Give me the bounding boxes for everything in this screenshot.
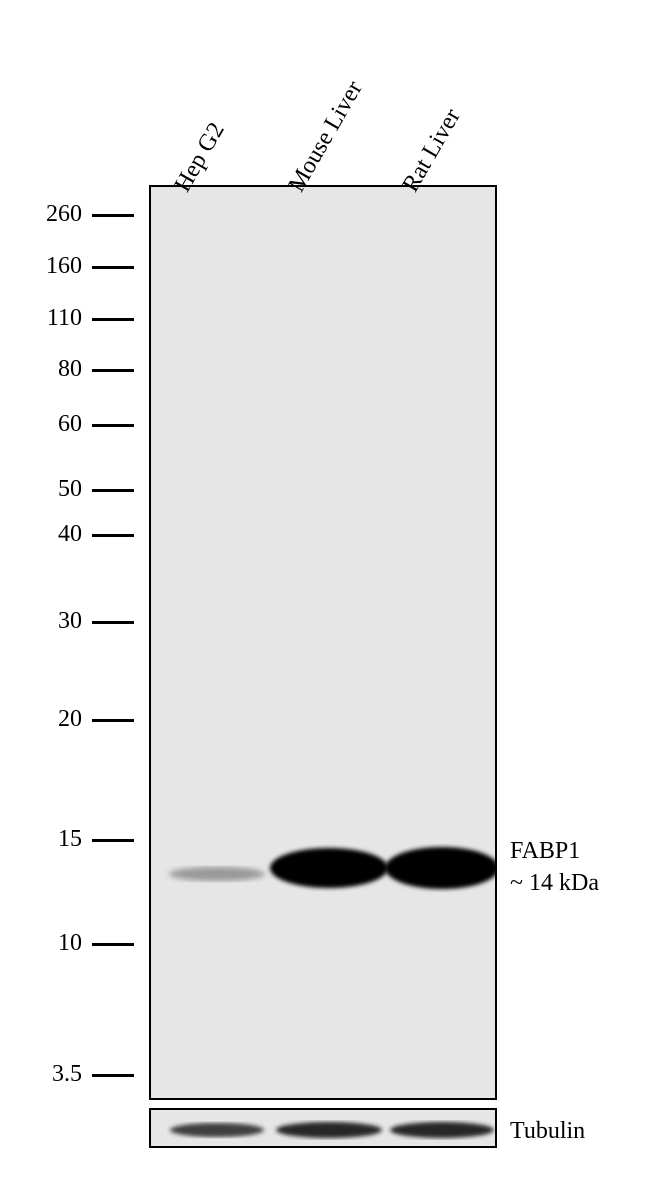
figure-canvas: Hep G2Mouse LiverRat Liver26016011080605… (0, 0, 650, 1204)
mw-marker-tick (92, 534, 134, 537)
lane-label: Rat Liver (398, 104, 467, 197)
lane-label: Mouse Liver (284, 77, 369, 197)
loading-control-blot (149, 1108, 497, 1148)
mw-marker-tick (92, 266, 134, 269)
band (166, 1119, 268, 1141)
mw-marker-tick (92, 424, 134, 427)
right-annotation-label: Tubulin (510, 1118, 585, 1145)
mw-marker-label: 60 (30, 411, 82, 438)
mw-marker-label: 50 (30, 476, 82, 503)
band (272, 1118, 386, 1142)
mw-marker-label: 110 (30, 305, 82, 332)
mw-marker-label: 80 (30, 356, 82, 383)
band (266, 844, 392, 892)
mw-marker-tick (92, 318, 134, 321)
mw-marker-tick (92, 214, 134, 217)
mw-marker-tick (92, 839, 134, 842)
right-annotation-label: FABP1 (510, 838, 580, 865)
mw-marker-label: 40 (30, 521, 82, 548)
mw-marker-tick (92, 719, 134, 722)
mw-marker-label: 15 (30, 826, 82, 853)
mw-marker-tick (92, 943, 134, 946)
main-blot (149, 185, 497, 1100)
mw-marker-tick (92, 369, 134, 372)
mw-marker-label: 20 (30, 706, 82, 733)
mw-marker-label: 3.5 (30, 1061, 82, 1088)
mw-marker-label: 10 (30, 930, 82, 957)
mw-marker-tick (92, 489, 134, 492)
band (381, 843, 497, 893)
right-annotation-label: ~ 14 kDa (510, 870, 599, 897)
mw-marker-label: 30 (30, 608, 82, 635)
mw-marker-label: 260 (30, 201, 82, 228)
mw-marker-tick (92, 1074, 134, 1077)
mw-marker-tick (92, 621, 134, 624)
band (163, 861, 271, 887)
mw-marker-label: 160 (30, 253, 82, 280)
band (386, 1118, 497, 1142)
